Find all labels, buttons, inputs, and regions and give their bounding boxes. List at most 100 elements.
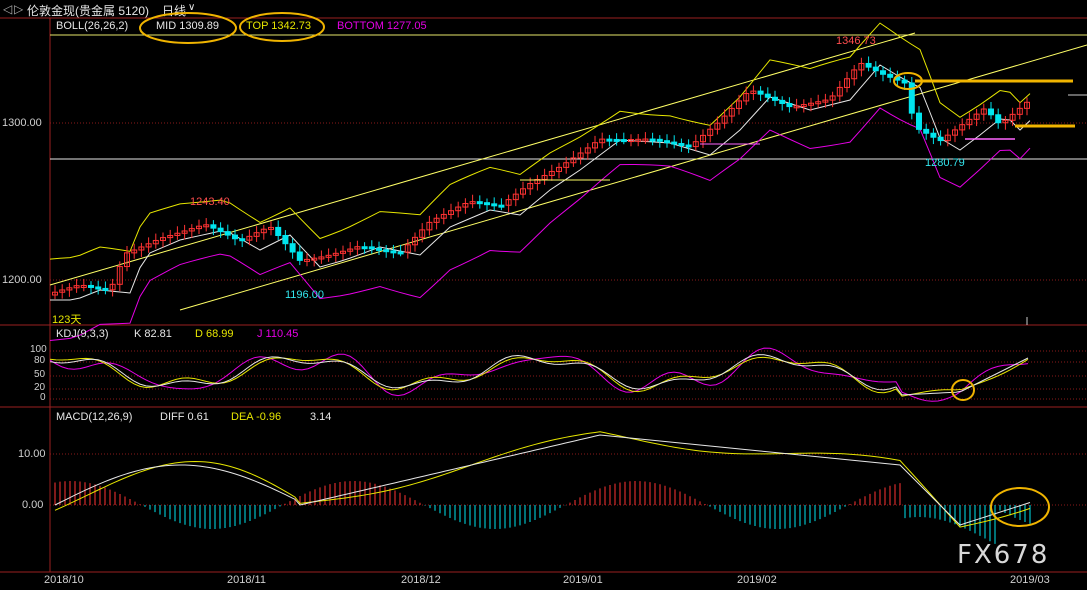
candle-body [167,234,174,239]
macd-tick-10: 10.00 [18,448,46,460]
candle-body [786,103,793,108]
candle-body [728,107,735,117]
candle-body [253,232,260,237]
candle-body [268,226,274,230]
candle-body [491,203,498,207]
candle-body [829,95,836,101]
boll-mid-value: MID 1309.89 [156,20,219,32]
candle-body [808,102,814,106]
x-tick-2019-03: 2019/03 [1010,574,1050,586]
day-count-label: 123天 [52,314,82,326]
candle-body [232,234,238,240]
kdj-highlight [951,379,975,401]
candle-body [556,166,562,172]
candle-body [73,285,80,289]
candle-body [376,247,382,251]
kdj-d-value: D 68.99 [195,328,234,340]
candle-body [455,206,462,212]
candle-body [203,224,210,228]
candle-body [239,238,246,242]
candle-body [361,246,368,250]
candle-body [181,230,188,234]
candle-body [865,62,872,68]
candle-body [872,66,879,72]
candle-body [1002,119,1009,124]
candle-body [275,226,282,236]
channel-upper-line [49,32,916,286]
candle-body [109,283,116,291]
candle-body [692,141,699,148]
candle-body [1016,107,1023,115]
candles [52,56,1030,300]
candle-body [174,232,181,236]
candle-body [750,90,757,95]
boll-indicator-label[interactable]: BOLL(26,26,2) [56,20,129,32]
candle-body [462,203,469,208]
boll-top-value: TOP 1342.73 [246,20,312,32]
candle-body [145,243,152,248]
candle-body [577,152,584,159]
boll-bottom-line [49,107,1031,342]
candle-body [426,221,433,231]
candle-body [548,170,555,176]
candle-body [404,244,411,253]
macd-indicator-label[interactable]: MACD(12,26,9) [56,411,133,423]
candle-body [937,136,944,142]
candle-body [433,217,440,223]
candle-body [196,225,202,230]
candle-body [138,246,145,251]
candle-body [534,178,541,185]
candle-body [570,157,577,164]
candle-body [664,140,670,144]
candle-body [599,138,606,144]
macd-diff-line [54,434,1031,526]
peak-annotation: 1346.73 [836,35,876,47]
candle-body [527,183,534,190]
candle-body [440,213,447,219]
candle-body [419,229,426,238]
candle-body [944,134,951,142]
candle-body [836,86,843,97]
candle-body [224,231,231,236]
kdj-d-line [49,356,1029,397]
candle-body [520,188,526,195]
candle-body [59,289,66,293]
candle-body [347,248,354,252]
forward-icon[interactable]: ▷ [14,2,24,16]
candle-body [700,134,706,143]
candle-body [260,228,267,234]
instrument-title: 伦敦金现(贵金属 5120) [27,4,150,18]
candle-body [822,99,829,103]
candle-body [311,257,318,261]
back-icon[interactable]: ◁ [3,2,13,16]
kdj-indicator-label[interactable]: KDJ(9,3,3) [56,328,109,340]
candle-body [620,139,627,143]
kdj-tick-50: 50 [34,369,46,380]
candle-body [541,174,548,180]
candle-body [124,252,130,268]
candle-body [649,138,656,142]
kdj-k-value: K 82.81 [134,328,172,340]
candle-body [332,252,339,256]
candle-body [642,138,649,142]
candle-body [160,237,166,241]
candle-body [246,235,253,241]
candle-body [736,100,742,109]
candle-body [1024,101,1030,109]
candle-body [988,108,994,116]
candle-body [930,132,937,138]
channel-lower-line [179,44,1087,311]
candle-body [880,70,886,75]
candle-body [188,228,195,232]
candle-body [102,287,109,291]
candle-body [217,227,224,233]
candle-body [908,82,915,114]
boll-top-line [49,22,1031,260]
chevron-down-icon[interactable]: ∨ [188,2,196,13]
y-tick-1200: 1200.00 [2,274,42,286]
kdj-tick-100: 100 [30,344,47,355]
candle-body [656,138,663,142]
candle-body [563,162,570,168]
candle-body [325,254,332,258]
